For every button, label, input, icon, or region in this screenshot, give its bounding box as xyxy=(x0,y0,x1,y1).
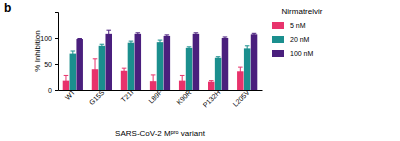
error-bar xyxy=(122,68,127,73)
error-bar xyxy=(136,33,141,35)
x-tick: P132H xyxy=(202,89,222,109)
bar xyxy=(251,34,258,90)
bar xyxy=(186,48,193,90)
y-axis-title: % Inhibition xyxy=(33,30,42,71)
y-tick-label: 100 xyxy=(40,35,52,42)
x-axis-title: SARS-CoV-2 Mᵖʳᵒ variant xyxy=(115,129,206,138)
y-tick: 100 xyxy=(40,35,58,42)
marks xyxy=(63,30,258,90)
bar xyxy=(164,36,171,90)
x-tick: WT xyxy=(64,88,77,101)
x-tick: T21I xyxy=(120,89,135,104)
legend-swatch xyxy=(272,36,284,43)
bar xyxy=(157,42,164,90)
error-bar xyxy=(64,75,69,85)
y-tick-label: 50 xyxy=(44,61,52,68)
error-bar xyxy=(194,33,199,35)
x-tick-label: L89F xyxy=(147,89,163,105)
x-tick: G15S xyxy=(88,88,106,106)
error-bar xyxy=(216,57,221,59)
panel-label: b xyxy=(4,1,11,15)
legend-label: 5 nM xyxy=(290,22,306,29)
legend-swatch xyxy=(272,22,284,29)
error-bar xyxy=(129,41,134,44)
error-bar xyxy=(245,46,250,51)
y-tick: 50 xyxy=(44,61,58,68)
error-bar xyxy=(100,44,105,47)
legend-label: 100 nM xyxy=(290,50,314,57)
x-tick-label: G15S xyxy=(88,88,106,106)
bar xyxy=(70,54,77,90)
error-bar xyxy=(209,81,214,83)
series xyxy=(76,30,257,90)
error-bar xyxy=(106,30,111,37)
legend-swatch xyxy=(272,50,284,57)
x-tick: L205V xyxy=(231,88,250,107)
x-tick: K90R xyxy=(175,89,192,106)
x-axis: WT G15S T21I L89F K90R P132H L205V xyxy=(59,88,263,109)
y-axis: 0 50 100 xyxy=(40,13,58,94)
chart: b 0 50 100 WT G15S T21I L89F K90R P132H L205V % Inh… xyxy=(0,0,400,141)
legend-label: 20 nM xyxy=(290,36,310,43)
bar xyxy=(215,58,222,90)
bar xyxy=(128,43,135,90)
y-axis-line xyxy=(55,13,59,91)
bar xyxy=(99,46,106,90)
x-tick-label: T21I xyxy=(120,89,135,104)
bar xyxy=(105,34,112,90)
bar xyxy=(193,34,200,90)
error-bar xyxy=(180,75,185,85)
error-bar xyxy=(187,47,192,49)
bar xyxy=(76,39,83,90)
legend: Nirmatrelvir 5 nM 20 nM 100 nM xyxy=(272,7,323,57)
error-bar xyxy=(151,75,156,87)
x-tick-label: P132H xyxy=(202,89,222,109)
error-bar xyxy=(158,40,163,44)
y-tick-mark xyxy=(55,90,58,91)
error-bar xyxy=(223,37,228,39)
bar xyxy=(244,48,251,90)
error-bar xyxy=(252,33,257,35)
error-bar xyxy=(165,35,170,37)
error-bar xyxy=(238,67,243,75)
error-bar xyxy=(77,39,82,40)
y-tick: 0 xyxy=(48,87,58,94)
x-tick: L89F xyxy=(147,89,163,105)
error-bar xyxy=(71,51,76,56)
legend-title: Nirmatrelvir xyxy=(282,7,323,16)
x-tick-label: WT xyxy=(64,88,77,101)
y-tick-label: 0 xyxy=(48,87,52,94)
bar xyxy=(135,34,142,90)
y-tick-mark xyxy=(55,38,58,39)
y-tick-mark xyxy=(55,64,58,65)
error-bar xyxy=(93,59,98,80)
x-tick-label: L205V xyxy=(231,88,250,107)
bar xyxy=(222,38,229,90)
plot: 0 50 100 WT G15S T21I L89F K90R P132H L205V xyxy=(40,13,262,109)
x-tick-label: K90R xyxy=(175,89,192,106)
